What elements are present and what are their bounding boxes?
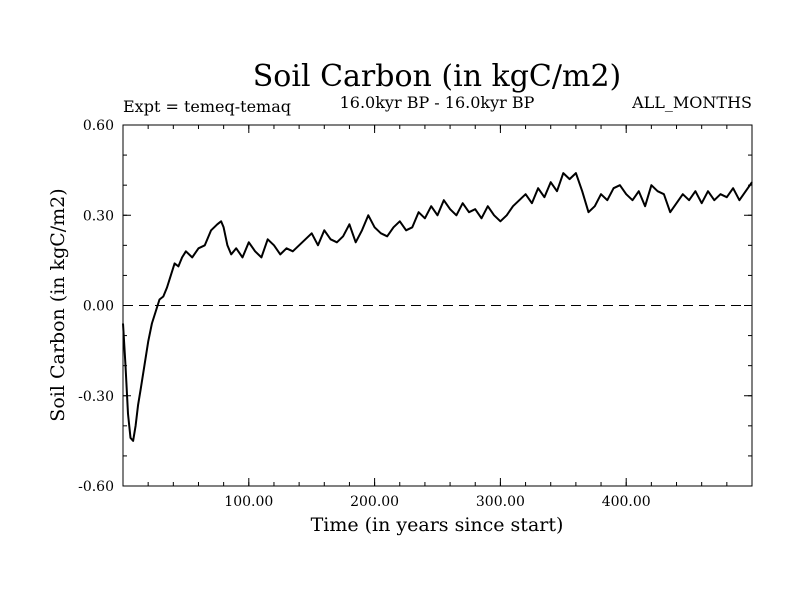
x-tick-label: 400.00 xyxy=(602,494,651,510)
y-tick-label: -0.60 xyxy=(78,479,114,495)
y-tick-label: 0.00 xyxy=(83,299,114,315)
experiment-label: Expt = temeq-temaq xyxy=(123,97,291,116)
y-tick-label: 0.60 xyxy=(83,118,114,134)
y-axis-label: Soil Carbon (in kgC/m2) xyxy=(47,188,69,421)
y-tick-label: 0.30 xyxy=(83,208,114,224)
plot-area: 100.00 200.00 300.00 400.00 0.60 0.30 0.00 -0.3… xyxy=(78,118,753,510)
months-label: ALL_MONTHS xyxy=(631,93,752,112)
x-tick-label: 200.00 xyxy=(350,494,399,510)
y-tick-label: -0.30 xyxy=(78,389,114,405)
chart-title: Soil Carbon (in kgC/m2) xyxy=(253,59,621,94)
x-tick-label: 100.00 xyxy=(224,494,273,510)
x-axis-label: Time (in years since start) xyxy=(311,514,564,536)
chart-subtitle: 16.0kyr BP - 16.0kyr BP xyxy=(340,93,535,112)
x-tick-label: 300.00 xyxy=(476,494,525,510)
series-line xyxy=(122,172,753,442)
